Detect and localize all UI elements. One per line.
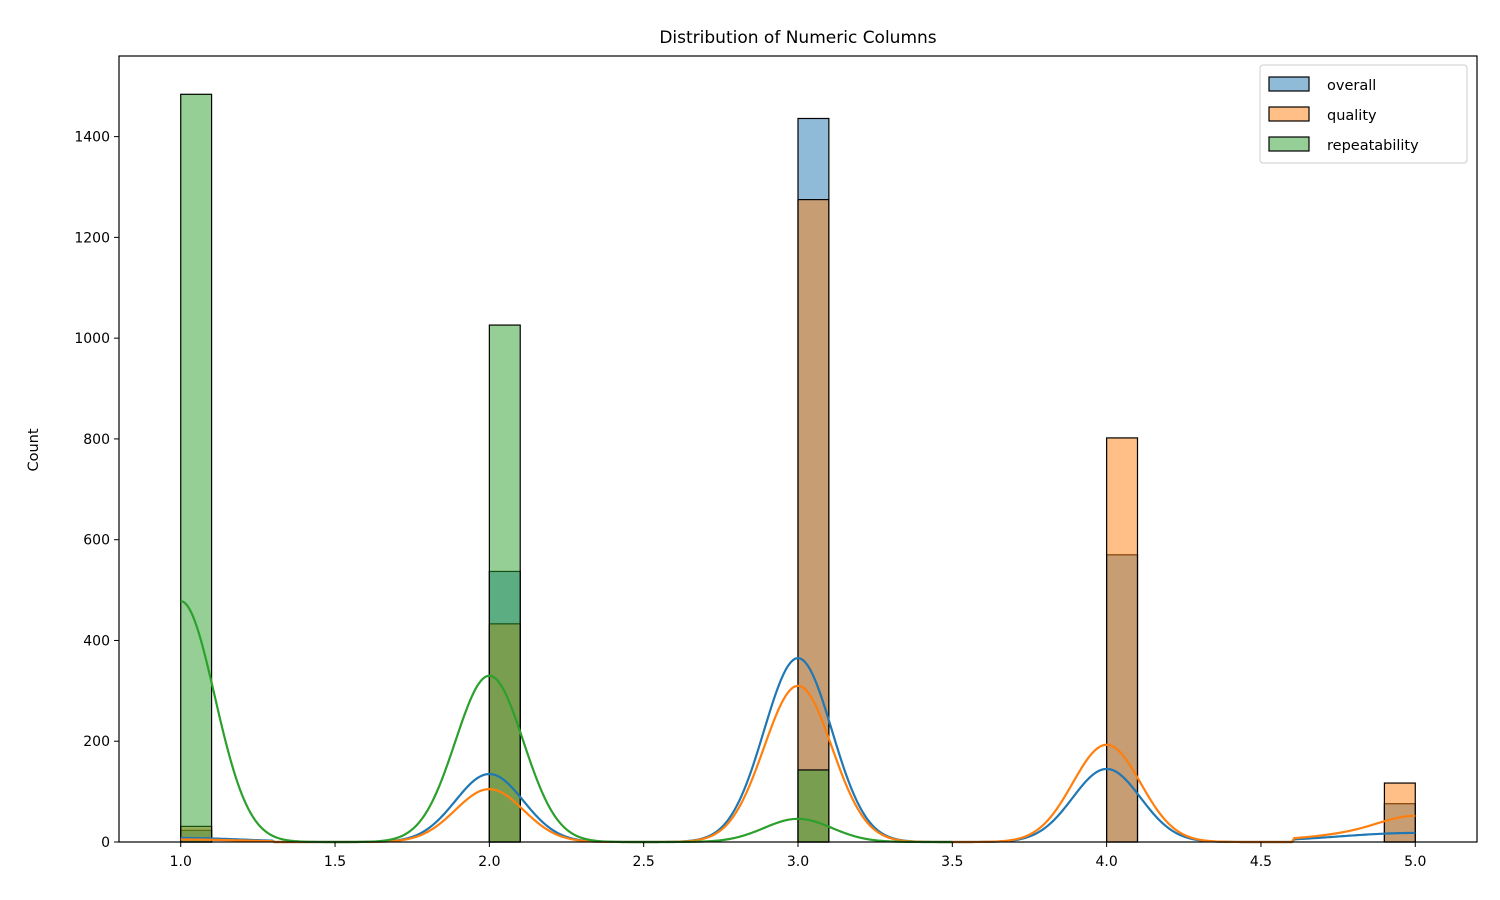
y-axis-ticks: 0 200 400 600 800 1000 1200 1400 xyxy=(74,130,119,851)
y-tick-label: 1400 xyxy=(74,130,110,146)
y-tick-label: 400 xyxy=(83,633,110,649)
y-tick-label: 200 xyxy=(83,734,110,750)
bar-repeatability xyxy=(488,324,521,843)
x-tick-label: 1.0 xyxy=(170,854,192,870)
x-tick-label: 3.5 xyxy=(941,854,963,870)
bar-quality xyxy=(797,198,830,843)
x-tick-label: 4.0 xyxy=(1096,854,1118,870)
legend-box xyxy=(1259,64,1468,164)
legend-label-quality: quality xyxy=(1327,108,1377,124)
legend: overall quality repeatability xyxy=(1259,64,1468,164)
y-tick-label: 600 xyxy=(83,533,110,549)
histogram-bars xyxy=(180,93,1416,843)
legend-swatch-repeatability xyxy=(1268,136,1310,152)
legend-label-repeatability: repeatability xyxy=(1327,138,1419,154)
y-tick-label: 800 xyxy=(83,432,110,448)
legend-swatch-quality xyxy=(1268,106,1310,122)
y-axis-label: Count xyxy=(26,428,42,471)
y-tick-label: 0 xyxy=(101,835,110,851)
x-tick-label: 5.0 xyxy=(1404,854,1426,870)
bar-repeatability xyxy=(180,93,213,843)
x-tick-label: 1.5 xyxy=(324,854,346,870)
plot-frame xyxy=(118,55,1478,843)
x-tick-label: 2.5 xyxy=(633,854,655,870)
y-tick-label: 1200 xyxy=(74,230,110,246)
bar-repeatability xyxy=(797,769,830,843)
legend-swatch-overall xyxy=(1268,76,1310,92)
x-tick-label: 3.0 xyxy=(787,854,809,870)
bar-quality xyxy=(1106,437,1139,843)
x-tick-label: 4.5 xyxy=(1250,854,1272,870)
legend-label-overall: overall xyxy=(1327,78,1376,94)
y-tick-label: 1000 xyxy=(74,331,110,347)
x-axis-ticks: 1.0 1.5 2.0 2.5 3.0 3.5 4.0 4.5 5.0 xyxy=(170,842,1426,870)
x-tick-label: 2.0 xyxy=(478,854,500,870)
chart-title: Distribution of Numeric Columns xyxy=(659,28,936,48)
